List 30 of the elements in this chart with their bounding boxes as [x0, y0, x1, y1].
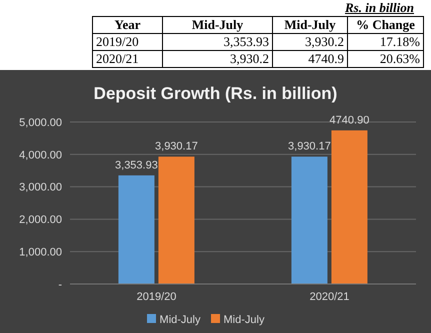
text: Mid-July	[163, 17, 273, 34]
bar	[331, 130, 368, 284]
text: Year	[93, 17, 163, 34]
text: 4740.9	[273, 51, 348, 68]
text: Rs. in billion	[345, 0, 414, 16]
text: 3,930.2	[163, 51, 273, 68]
text: 2019/20	[93, 34, 163, 51]
bar	[291, 156, 328, 284]
text: 17.18%	[348, 34, 424, 51]
legend-label: Mid-July	[224, 314, 264, 326]
data-label: 4740.90	[330, 114, 370, 126]
text: 3,930.2	[273, 34, 348, 51]
data-label: 3,353.93	[115, 159, 158, 172]
text: % Change	[348, 17, 424, 34]
y-tick-label: 4,000.00	[19, 149, 62, 162]
text: 2020/21	[93, 51, 163, 68]
y-tick-label: 1,000.00	[19, 246, 62, 259]
text: 3,353.93	[163, 34, 273, 51]
data-label: 3,930.17	[288, 140, 331, 153]
bar	[158, 156, 194, 284]
y-tick-label: 3,000.00	[19, 182, 62, 194]
y-tick-label: 2,000.00	[19, 214, 62, 226]
y-tick-label: -	[58, 278, 62, 291]
data-label: 3,930.17	[155, 140, 198, 153]
text: 20.63%	[348, 51, 424, 68]
bar	[118, 175, 154, 284]
y-tick-label: 5,000.00	[19, 116, 62, 129]
legend-label: Mid-July	[160, 314, 200, 326]
chart-title: Deposit Growth (Rs. in billion)	[92, 84, 338, 104]
text: Mid-July	[273, 17, 348, 34]
